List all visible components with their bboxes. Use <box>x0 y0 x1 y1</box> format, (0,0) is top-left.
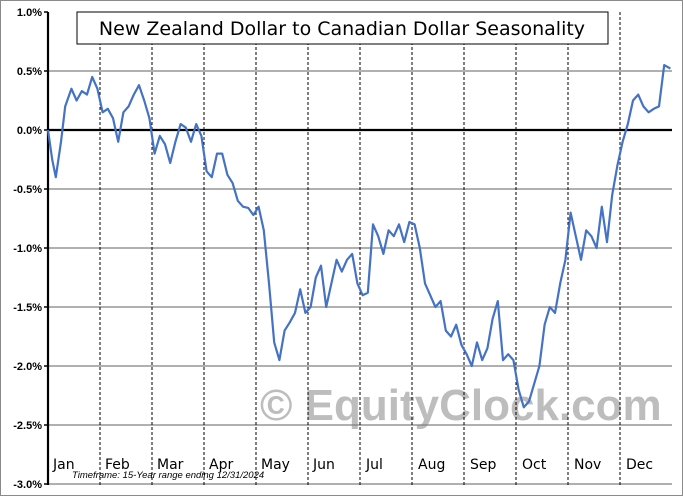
y-tick-label: -1.0% <box>13 243 42 255</box>
y-tick-label: 1.0% <box>17 7 42 19</box>
month-label-dec: Dec <box>626 457 653 473</box>
y-tick-label: 0.5% <box>17 66 42 78</box>
chart-title: New Zealand Dollar to Canadian Dollar Se… <box>99 18 585 40</box>
y-axis-labels: 1.0% 0.5% 0.0% -0.5% -1.0% -1.5% -2.0% -… <box>13 7 42 491</box>
month-label-jun: Jun <box>312 457 335 473</box>
y-tick-label: -0.5% <box>13 184 42 196</box>
y-tick-label: -2.0% <box>13 361 42 373</box>
watermark: © EquityClock.com <box>260 381 662 430</box>
y-tick-label: -1.5% <box>13 302 42 314</box>
month-label-aug: Aug <box>418 457 445 473</box>
y-tick-label: 0.0% <box>17 125 42 137</box>
month-label-apr: Apr <box>209 457 233 473</box>
y-tick-label: -2.5% <box>13 420 42 432</box>
month-label-may: May <box>261 457 290 473</box>
x-axis-month-labels: Jan Feb Mar Apr May Jun Jul Aug Sep Oct … <box>52 457 653 473</box>
month-label-sep: Sep <box>470 457 497 473</box>
timeframe-footnote: Timeframe: 15-Year range ending 12/31/20… <box>72 470 264 481</box>
month-label-jan: Jan <box>52 457 75 473</box>
month-dividers <box>99 12 621 485</box>
month-label-mar: Mar <box>157 457 184 473</box>
title-box <box>76 11 609 45</box>
month-label-feb: Feb <box>105 457 130 473</box>
month-label-nov: Nov <box>574 457 601 473</box>
seasonality-line <box>46 63 671 409</box>
month-label-oct: Oct <box>522 457 547 473</box>
month-label-jul: Jul <box>365 457 383 473</box>
y-tick-label: -3.0% <box>13 479 42 491</box>
